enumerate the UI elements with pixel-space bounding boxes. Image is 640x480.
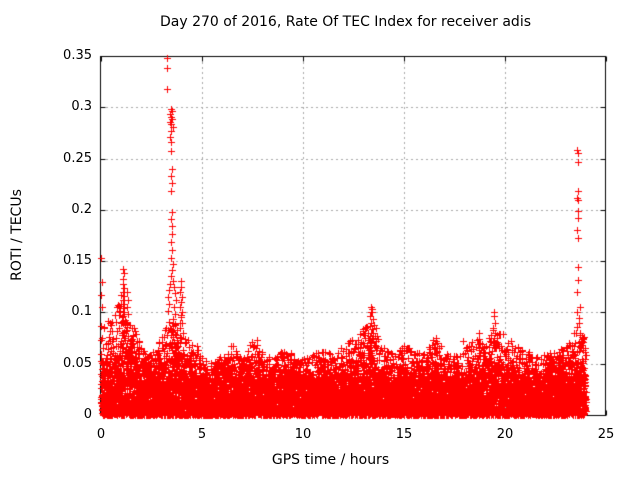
x-tick-label: 15 <box>395 427 413 442</box>
y-tick-label: 0.25 <box>63 151 92 166</box>
y-tick-label: 0.15 <box>63 253 92 268</box>
x-tick-label: 25 <box>597 427 615 442</box>
y-tick-label: 0.1 <box>71 304 92 319</box>
chart-title: Day 270 of 2016, Rate Of TEC Index for r… <box>159 14 532 30</box>
y-tick-label: 0.35 <box>63 48 92 63</box>
y-tick-label: 0.2 <box>71 202 92 217</box>
x-tick-label: 0 <box>96 427 106 442</box>
x-tick-label: 5 <box>197 427 207 442</box>
y-tick-label: 0.3 <box>71 99 92 114</box>
x-tick-label: 10 <box>294 427 312 442</box>
y-axis-label: ROTI / TECUs <box>9 189 25 281</box>
y-tick-label: 0.05 <box>63 356 92 371</box>
y-tick-label: 0 <box>83 407 92 422</box>
x-axis-label: GPS time / hours <box>271 452 390 468</box>
x-tick-label: 20 <box>496 427 514 442</box>
